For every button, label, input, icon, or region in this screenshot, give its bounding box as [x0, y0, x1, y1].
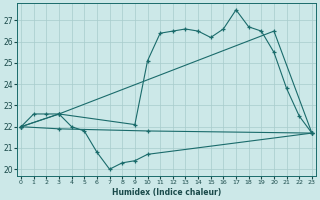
- X-axis label: Humidex (Indice chaleur): Humidex (Indice chaleur): [112, 188, 221, 197]
